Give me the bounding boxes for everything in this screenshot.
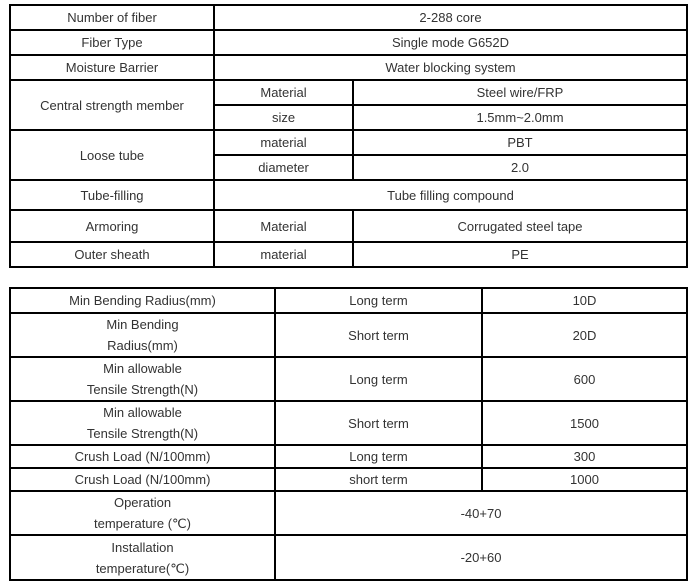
value: 300: [481, 444, 688, 469]
param: Min allowable Tensile Strength(N): [9, 400, 276, 446]
param-line: Min allowable: [103, 405, 182, 420]
row-value: Water blocking system: [213, 54, 688, 81]
table-row: Loose tube material PBT: [9, 129, 688, 181]
param-line: Radius(mm): [107, 338, 178, 353]
value: 20D: [481, 312, 688, 358]
param: Min allowable Tensile Strength(N): [9, 356, 276, 402]
value: 1500: [481, 400, 688, 446]
condition: Short term: [274, 400, 483, 446]
row-label: Armoring: [9, 209, 215, 243]
table-row: Crush Load (N/100mm) short term 1000: [9, 467, 688, 492]
sub-label: Material: [213, 79, 354, 106]
value: 10D: [481, 287, 688, 314]
table-row: Armoring Material Corrugated steel tape: [9, 209, 688, 243]
table-row: Operation temperature (℃) -40+70: [9, 490, 688, 536]
param: Crush Load (N/100mm): [9, 444, 276, 469]
row-label: Outer sheath: [9, 241, 215, 268]
table-row: Installation temperature(℃) -20+60: [9, 534, 688, 581]
param-line: temperature (℃): [94, 516, 191, 531]
sub-label: size: [213, 104, 354, 131]
condition: Long term: [274, 287, 483, 314]
table-row: diameter 2.0: [10, 154, 688, 181]
sub-label: material: [213, 129, 354, 156]
table-row: Crush Load (N/100mm) Long term 300: [9, 444, 688, 469]
row-value: 2.0: [352, 154, 688, 181]
param: Min Bending Radius(mm): [9, 312, 276, 358]
value: -40+70: [274, 490, 688, 536]
param-line: Min Bending: [106, 317, 179, 332]
param: Min Bending Radius(mm): [9, 287, 276, 314]
row-value: PE: [352, 241, 688, 268]
condition: short term: [274, 467, 483, 492]
row-label: Tube-filling: [9, 179, 215, 211]
sub-label: Material: [213, 209, 354, 243]
table-row: Moisture Barrier Water blocking system: [9, 54, 688, 81]
row-value: 1.5mm~2.0mm: [352, 104, 688, 131]
table-row: size 1.5mm~2.0mm: [10, 104, 688, 131]
table-row: Outer sheath material PE: [9, 241, 688, 268]
value: -20+60: [274, 534, 688, 581]
param-line: Tensile Strength(N): [86, 426, 199, 441]
row-value: Tube filling compound: [213, 179, 688, 211]
param-line: temperature(℃): [95, 560, 190, 576]
cable-structure-table: Number of fiber 2-288 core Fiber Type Si…: [9, 4, 688, 268]
condition: Long term: [274, 444, 483, 469]
sub-label: material: [213, 241, 354, 268]
table-row: Central strength member Material Steel w…: [9, 79, 688, 131]
table-row: Min Bending Radius(mm) Short term 20D: [9, 312, 688, 358]
performance-table: Min Bending Radius(mm) Long term 10D Min…: [9, 287, 688, 581]
row-label: Number of fiber: [9, 4, 215, 31]
table-row: Min allowable Tensile Strength(N) Short t…: [9, 400, 688, 446]
row-value: 2-288 core: [213, 4, 688, 31]
row-value: Single mode G652D: [213, 29, 688, 56]
param-line: Tensile Strength(N): [86, 382, 199, 397]
row-label: Loose tube: [9, 129, 215, 181]
row-value: PBT: [352, 129, 688, 156]
param: Crush Load (N/100mm): [9, 467, 276, 492]
table-row: Min Bending Radius(mm) Long term 10D: [9, 287, 688, 314]
value: 1000: [481, 467, 688, 492]
row-value: Steel wire/FRP: [352, 79, 688, 106]
table-row: Fiber Type Single mode G652D: [9, 29, 688, 56]
row-label: Fiber Type: [9, 29, 215, 56]
condition: Long term: [274, 356, 483, 402]
table-row: Min allowable Tensile Strength(N) Long te…: [9, 356, 688, 402]
table-row: Tube-filling Tube filling compound: [9, 179, 688, 211]
param-line: Operation: [113, 495, 172, 510]
row-value: Corrugated steel tape: [352, 209, 688, 243]
row-label: Central strength member: [9, 79, 215, 131]
param-line: Installation: [111, 539, 174, 555]
condition: Short term: [274, 312, 483, 358]
param: Installation temperature(℃): [9, 534, 276, 581]
value: 600: [481, 356, 688, 402]
param: Operation temperature (℃): [9, 490, 276, 536]
sub-label: diameter: [213, 154, 354, 181]
row-label: Moisture Barrier: [9, 54, 215, 81]
param-line: Min allowable: [103, 361, 182, 376]
table-row: Number of fiber 2-288 core: [9, 4, 688, 31]
